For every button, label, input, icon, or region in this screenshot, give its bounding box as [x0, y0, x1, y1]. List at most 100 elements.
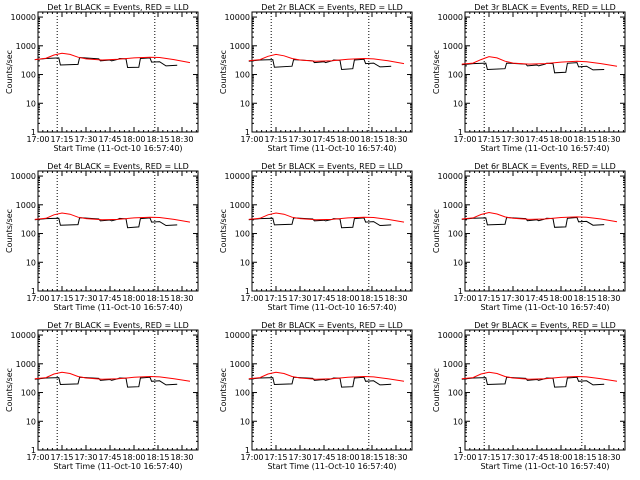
x-tick-label: 17:45 [312, 453, 335, 462]
x-axis-label: Start Time (11-Oct-10 16:57:40) [480, 144, 609, 153]
y-tick-label: 1 [31, 446, 36, 455]
panel-title: Det 3r BLACK = Events, RED = LLD [474, 3, 616, 12]
y-tick-label: 10 [26, 99, 36, 108]
x-tick-label: 18:00 [122, 135, 145, 144]
y-tick-label: 10 [26, 258, 36, 267]
x-tick-label: 17:30 [501, 453, 524, 462]
x-tick-label: 18:30 [170, 453, 193, 462]
x-tick-label: 18:30 [170, 135, 193, 144]
y-tick-label: 1000 [16, 42, 36, 51]
x-tick-label: 18:15 [360, 135, 383, 144]
y-tick-label: 10000 [11, 331, 36, 340]
y-tick-label: 1 [245, 287, 250, 296]
x-tick-label: 18:30 [597, 294, 620, 303]
x-tick-label: 18:00 [122, 294, 145, 303]
x-tick-label: 18:30 [597, 453, 620, 462]
y-tick-label: 100 [21, 71, 36, 80]
plot-frame [464, 170, 626, 292]
x-tick-label: 17:00 [240, 135, 263, 144]
x-tick-label: 18:15 [573, 135, 596, 144]
x-tick-label: 17:00 [26, 453, 49, 462]
y-tick-label: 100 [235, 71, 250, 80]
x-tick-label: 17:00 [240, 453, 263, 462]
panel-5: Det 5r BLACK = Events, RED = LLD 1 10 100 10… [219, 162, 413, 312]
x-axis-label: Start Time (11-Oct-10 16:57:40) [267, 462, 396, 471]
x-tick-label: 17:30 [74, 453, 97, 462]
x-tick-label: 17:15 [50, 453, 73, 462]
x-tick-label: 17:30 [288, 453, 311, 462]
y-tick-label: 10 [240, 258, 250, 267]
x-tick-label: 17:45 [98, 135, 121, 144]
y-axis-label: Counts/sec [219, 209, 228, 253]
x-axis-label: Start Time (11-Oct-10 16:57:40) [267, 144, 396, 153]
y-axis-label: Counts/sec [5, 50, 14, 94]
y-axis-label: Counts/sec [432, 50, 441, 94]
y-tick-label: 1000 [230, 201, 250, 210]
plot-frame [37, 170, 199, 292]
x-tick-label: 18:15 [360, 294, 383, 303]
panel-title: Det 2r BLACK = Events, RED = LLD [261, 3, 403, 12]
y-tick-label: 100 [235, 389, 250, 398]
y-tick-label: 1000 [443, 42, 463, 51]
x-tick-label: 18:00 [336, 453, 359, 462]
y-tick-label: 100 [21, 230, 36, 239]
panel-title: Det 7r BLACK = Events, RED = LLD [47, 321, 189, 330]
x-tick-label: 18:00 [122, 453, 145, 462]
x-tick-label: 17:00 [26, 294, 49, 303]
y-tick-label: 10 [26, 417, 36, 426]
panel-7: Det 7r BLACK = Events, RED = LLD 1 10 100 10… [5, 321, 199, 471]
panel-8: Det 8r BLACK = Events, RED = LLD 1 10 100 10… [219, 321, 413, 471]
y-tick-label: 10000 [225, 331, 250, 340]
y-tick-label: 1 [458, 128, 463, 137]
y-tick-label: 10000 [11, 13, 36, 22]
y-tick-label: 1000 [230, 360, 250, 369]
y-tick-label: 1 [458, 446, 463, 455]
y-tick-label: 10 [453, 258, 463, 267]
y-tick-label: 1 [245, 446, 250, 455]
y-tick-label: 10000 [225, 172, 250, 181]
panel-3: Det 3r BLACK = Events, RED = LLD 1 10 100 10… [432, 3, 626, 153]
x-axis-label: Start Time (11-Oct-10 16:57:40) [53, 303, 182, 312]
series-lld [248, 371, 405, 382]
x-axis-label: Start Time (11-Oct-10 16:57:40) [480, 462, 609, 471]
series-lld [248, 53, 405, 65]
series-lld [461, 211, 618, 223]
x-tick-label: 17:15 [264, 135, 287, 144]
y-tick-label: 1000 [443, 201, 463, 210]
x-tick-label: 17:00 [453, 135, 476, 144]
x-tick-label: 17:45 [525, 135, 548, 144]
x-tick-label: 18:15 [146, 135, 169, 144]
x-tick-label: 17:45 [525, 294, 548, 303]
x-tick-label: 18:00 [549, 135, 572, 144]
x-tick-label: 17:30 [74, 294, 97, 303]
panel-title: Det 9r BLACK = Events, RED = LLD [474, 321, 616, 330]
y-tick-label: 1000 [443, 360, 463, 369]
y-tick-label: 1000 [16, 360, 36, 369]
x-tick-label: 17:30 [501, 135, 524, 144]
panel-title: Det 4r BLACK = Events, RED = LLD [47, 162, 189, 171]
y-tick-label: 10 [453, 417, 463, 426]
x-tick-label: 18:00 [336, 135, 359, 144]
y-tick-label: 10 [453, 99, 463, 108]
plot-frame [37, 329, 199, 451]
y-tick-label: 10 [240, 417, 250, 426]
y-tick-label: 100 [448, 71, 463, 80]
y-tick-label: 10 [240, 99, 250, 108]
x-tick-label: 17:30 [288, 294, 311, 303]
x-axis-label: Start Time (11-Oct-10 16:57:40) [53, 462, 182, 471]
y-axis-label: Counts/sec [219, 50, 228, 94]
y-tick-label: 100 [448, 230, 463, 239]
y-tick-label: 1000 [230, 42, 250, 51]
y-axis-label: Counts/sec [432, 368, 441, 412]
x-tick-label: 17:30 [501, 294, 524, 303]
x-tick-label: 18:00 [549, 453, 572, 462]
x-tick-label: 17:45 [98, 453, 121, 462]
x-tick-label: 17:45 [98, 294, 121, 303]
panel-4: Det 4r BLACK = Events, RED = LLD 1 10 100 10… [5, 162, 199, 312]
x-axis-label: Start Time (11-Oct-10 16:57:40) [267, 303, 396, 312]
x-tick-label: 18:30 [170, 294, 193, 303]
x-tick-label: 18:15 [146, 453, 169, 462]
panel-title: Det 5r BLACK = Events, RED = LLD [261, 162, 403, 171]
y-axis-label: Counts/sec [5, 368, 14, 412]
